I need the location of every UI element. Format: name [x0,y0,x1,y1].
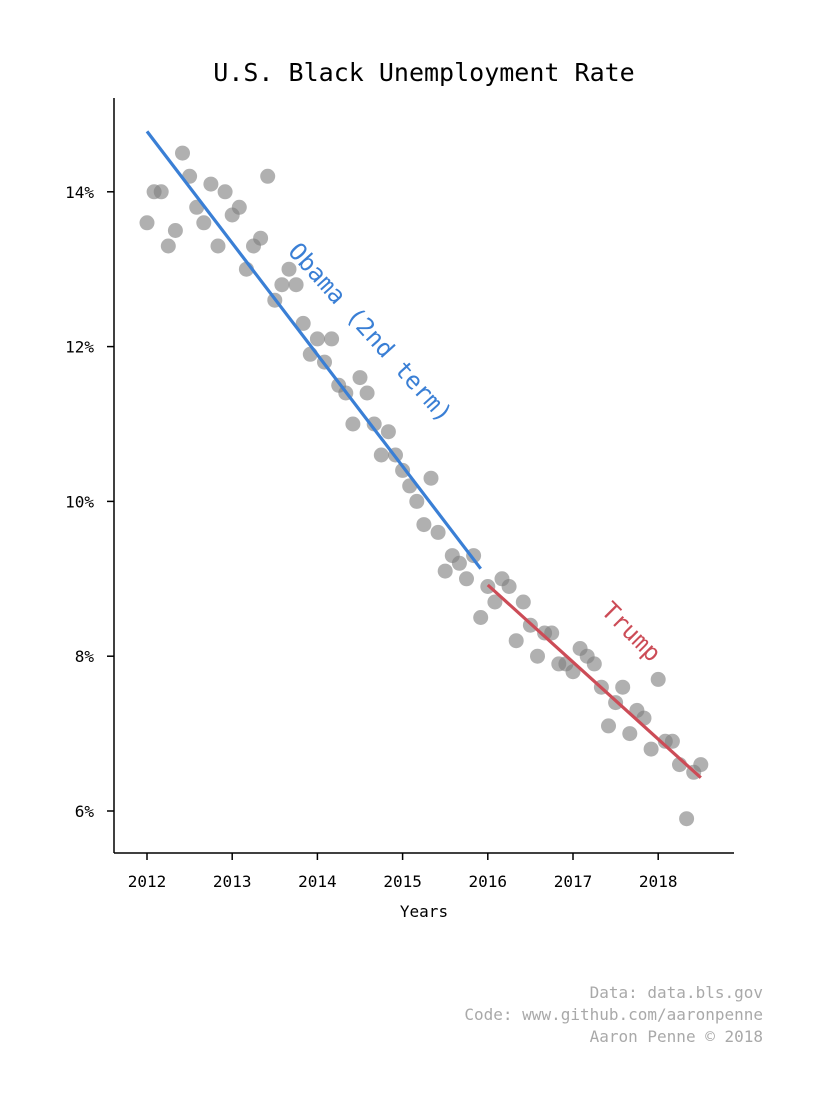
data-point [139,215,155,231]
y-tick-label: 8% [75,647,95,666]
data-point [515,594,531,610]
data-point [231,199,247,215]
trump-annotation: Trump [596,596,667,667]
x-tick-label: 2017 [554,872,593,891]
trend-lines [145,130,702,779]
data-point [508,633,524,649]
data-point [352,370,368,386]
data-point [664,733,680,749]
data-point [643,741,659,757]
data-points [139,145,709,827]
data-point [210,238,226,254]
data-point [217,184,233,200]
axes [113,98,734,854]
data-point [544,625,560,641]
data-point [345,416,361,432]
data-point [324,331,340,347]
data-point [153,184,169,200]
x-tick-label: 2012 [128,872,167,891]
data-point [437,563,453,579]
x-tick-label: 2015 [383,872,422,891]
x-axis-label: Years [400,902,448,921]
y-tick-label: 6% [75,802,95,821]
data-point [167,223,183,238]
y-ticks: 6% 8% 10% 12% 14% [65,183,114,821]
data-point [693,757,709,773]
data-point [501,579,517,594]
data-point [260,168,276,184]
data-point [295,315,311,331]
data-point [650,671,666,687]
data-point [274,277,290,293]
data-point [615,679,631,695]
data-point [487,594,503,610]
data-point [281,261,297,277]
data-point [565,664,581,680]
trump-trend-line [486,583,702,779]
x-tick-label: 2018 [639,872,678,891]
data-point [203,176,219,192]
data-source: Data: data.bls.gov [589,983,763,1002]
data-point [423,470,439,486]
data-point [175,145,190,161]
data-point [253,230,269,246]
chart-title: U.S. Black Unemployment Rate [213,58,634,87]
data-point [586,656,602,672]
data-point [380,424,396,440]
x-ticks: 2012 2013 2014 2015 2016 2017 2018 [128,853,678,891]
data-point [309,331,325,347]
obama-trend-line [145,130,482,570]
data-point [451,555,467,571]
y-tick-label: 12% [65,338,94,357]
x-tick-label: 2013 [213,872,252,891]
data-point [679,811,695,827]
data-point [473,610,489,625]
data-point [395,462,411,478]
data-point [160,238,176,254]
data-point [459,571,474,587]
data-point [288,277,304,293]
author-credit: Aaron Penne © 2018 [589,1027,763,1046]
data-point [416,517,432,533]
code-link: Code: www.github.com/aaronpenne [464,1005,763,1024]
y-tick-label: 10% [65,492,94,511]
data-point [196,215,212,231]
data-point [373,447,389,463]
data-point [409,493,425,509]
data-point [366,416,382,432]
data-point [530,648,545,664]
data-point [430,524,446,540]
x-tick-label: 2014 [298,872,337,891]
data-point [622,726,638,742]
data-point [601,718,616,734]
x-tick-label: 2016 [469,872,508,891]
data-point [359,385,375,401]
credits: Data: data.bls.gov Code: www.github.com/… [464,982,763,1048]
y-tick-label: 14% [65,183,94,202]
